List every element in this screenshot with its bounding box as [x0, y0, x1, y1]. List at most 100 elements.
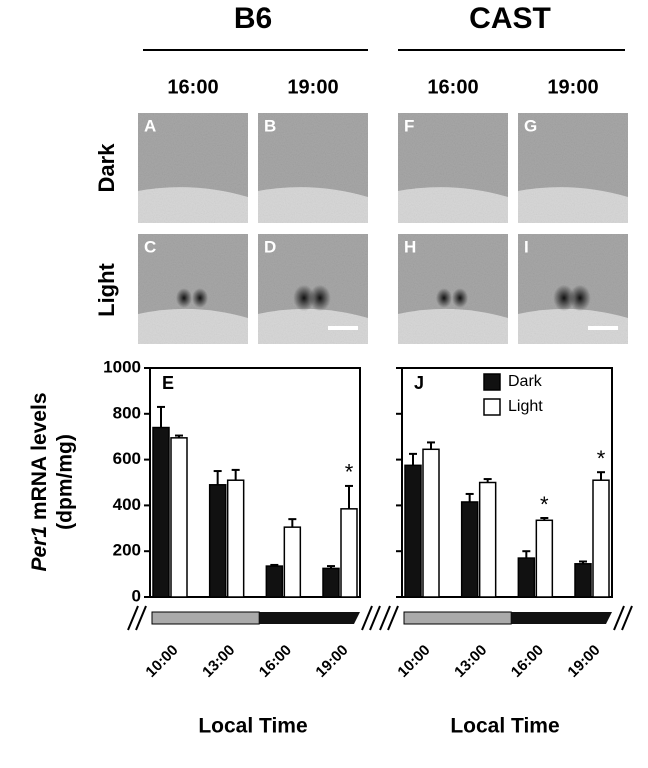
x-tick-label: 19:00	[564, 642, 603, 681]
micrograph: C	[138, 234, 248, 344]
grain	[258, 113, 368, 223]
micrograph: A	[138, 113, 248, 223]
bar	[574, 563, 592, 598]
scale-bar	[588, 326, 618, 330]
micrograph: H	[398, 234, 508, 344]
bar	[283, 526, 302, 598]
dark-phase	[259, 612, 360, 624]
panel-letter: H	[404, 237, 416, 256]
time-label: 16:00	[167, 76, 218, 98]
legend-swatch	[483, 373, 501, 391]
bar	[265, 565, 284, 598]
row-label: Light	[94, 262, 119, 316]
panel-letter: I	[524, 237, 529, 256]
grain	[518, 113, 628, 223]
bar	[535, 519, 554, 598]
row-label: Dark	[94, 143, 119, 193]
axis-break	[613, 605, 625, 631]
bar	[517, 557, 536, 598]
y-tick-label: 0	[132, 586, 141, 605]
bar	[460, 501, 479, 598]
panel-letter: D	[264, 237, 276, 256]
x-axis-title: Local Time	[198, 715, 307, 738]
bar	[478, 481, 497, 598]
panel-letter: A	[144, 116, 156, 135]
panel-letter: C	[144, 237, 156, 256]
axis-break	[369, 605, 381, 631]
x-tick-label: 10:00	[394, 642, 433, 681]
plot-frame	[149, 367, 361, 598]
bar	[170, 437, 188, 598]
significance: *	[597, 446, 606, 471]
micrograph: G	[518, 113, 628, 223]
bar	[208, 484, 227, 598]
axis-break	[127, 605, 139, 631]
group-title: B6	[234, 2, 272, 35]
x-tick-label: 13:00	[199, 642, 238, 681]
signal	[435, 288, 453, 308]
x-tick-label: 16:00	[256, 642, 295, 681]
micrographs: A B F G C D H I	[138, 113, 628, 344]
y-tick-label: 600	[113, 449, 141, 468]
significance: *	[540, 492, 549, 517]
grain	[398, 234, 508, 344]
plot-frame	[401, 367, 613, 598]
axis-break	[379, 605, 391, 631]
signal	[569, 284, 591, 312]
micrograph: B	[258, 113, 368, 223]
y-axis-unit: (dpm/mg)	[54, 434, 77, 530]
x-tick-label: 16:00	[508, 642, 547, 681]
signal	[175, 288, 193, 308]
axis-break	[387, 605, 399, 631]
grain	[138, 113, 248, 223]
y-text: mRNA levels	[28, 392, 51, 520]
signal	[451, 288, 469, 308]
panel-letter: F	[404, 116, 414, 135]
bar	[592, 479, 610, 598]
time-label: 19:00	[547, 76, 598, 98]
gene: Per1	[28, 526, 51, 572]
x-axis-title: Local Time	[450, 715, 559, 738]
axis-break	[135, 605, 147, 631]
signal	[293, 284, 315, 312]
bar	[340, 508, 358, 598]
time-label: 19:00	[287, 76, 338, 98]
bar	[322, 567, 340, 598]
bar	[422, 448, 440, 598]
x-tick-label: 10:00	[142, 642, 181, 681]
legend-swatch	[483, 398, 501, 416]
grain	[138, 234, 248, 344]
panel-letter: B	[264, 116, 276, 135]
x-tick-label: 13:00	[451, 642, 490, 681]
y-tick-label: 200	[113, 541, 141, 560]
y-tick-label: 800	[113, 403, 141, 422]
micrograph: I	[518, 234, 628, 344]
time-label: 16:00	[427, 76, 478, 98]
panel-letter: E	[162, 373, 174, 393]
axis-break	[361, 605, 373, 631]
signal	[553, 284, 575, 312]
bar	[152, 426, 170, 598]
y-axis-title: Per1 mRNA levels	[28, 392, 51, 571]
bar	[226, 479, 245, 598]
dark-phase	[511, 612, 612, 624]
x-tick-label: 19:00	[312, 642, 351, 681]
scale-bar	[328, 326, 358, 330]
panel-letter: G	[524, 116, 537, 135]
signal	[191, 288, 209, 308]
bar	[404, 464, 422, 598]
panel-letter: J	[414, 373, 424, 393]
signal	[309, 284, 331, 312]
legend-label: Dark	[508, 373, 543, 390]
grain	[398, 113, 508, 223]
legend-label: Light	[508, 398, 543, 415]
micrograph: D	[258, 234, 368, 344]
group-title: CAST	[469, 2, 551, 35]
micrograph: F	[398, 113, 508, 223]
y-tick-label: 1000	[103, 357, 141, 376]
light-phase	[403, 611, 512, 625]
significance: *	[345, 460, 354, 485]
axis-break	[621, 605, 633, 631]
light-phase	[151, 611, 260, 625]
